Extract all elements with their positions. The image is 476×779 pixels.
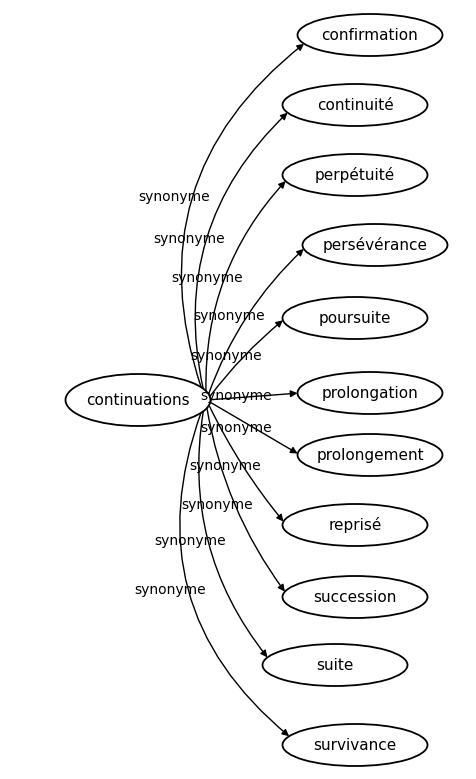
Text: continuité: continuité [317,97,393,112]
Text: continuations: continuations [86,393,190,407]
Text: perpétuité: perpétuité [315,167,395,183]
Text: synonyme: synonyme [189,459,260,473]
Text: confirmation: confirmation [322,27,418,43]
Text: synonyme: synonyme [200,390,272,404]
Text: synonyme: synonyme [139,190,210,204]
Text: synonyme: synonyme [155,534,226,548]
Text: synonyme: synonyme [181,498,253,512]
FancyArrowPatch shape [210,391,296,400]
FancyArrowPatch shape [208,250,303,394]
FancyArrowPatch shape [180,413,288,735]
FancyArrowPatch shape [206,182,285,391]
FancyArrowPatch shape [210,321,282,397]
Text: synonyme: synonyme [135,583,206,597]
Text: suite: suite [317,657,354,672]
FancyArrowPatch shape [210,402,297,453]
Text: synonyme: synonyme [190,349,262,363]
FancyArrowPatch shape [195,114,287,389]
Text: persévérance: persévérance [323,237,427,253]
FancyArrowPatch shape [181,44,303,387]
Text: synonyme: synonyme [153,232,225,246]
Text: synonyme: synonyme [171,271,243,285]
FancyArrowPatch shape [207,408,284,590]
Text: prolongation: prolongation [322,386,418,400]
Text: synonyme: synonyme [200,421,272,435]
Text: succession: succession [313,590,397,605]
FancyArrowPatch shape [209,405,282,520]
FancyArrowPatch shape [199,411,267,656]
Text: poursuite: poursuite [319,311,391,326]
Text: prolongement: prolongement [316,447,424,463]
Text: survivance: survivance [313,738,397,753]
Text: synonyme: synonyme [194,308,265,323]
Text: reprisé: reprisé [328,517,382,533]
